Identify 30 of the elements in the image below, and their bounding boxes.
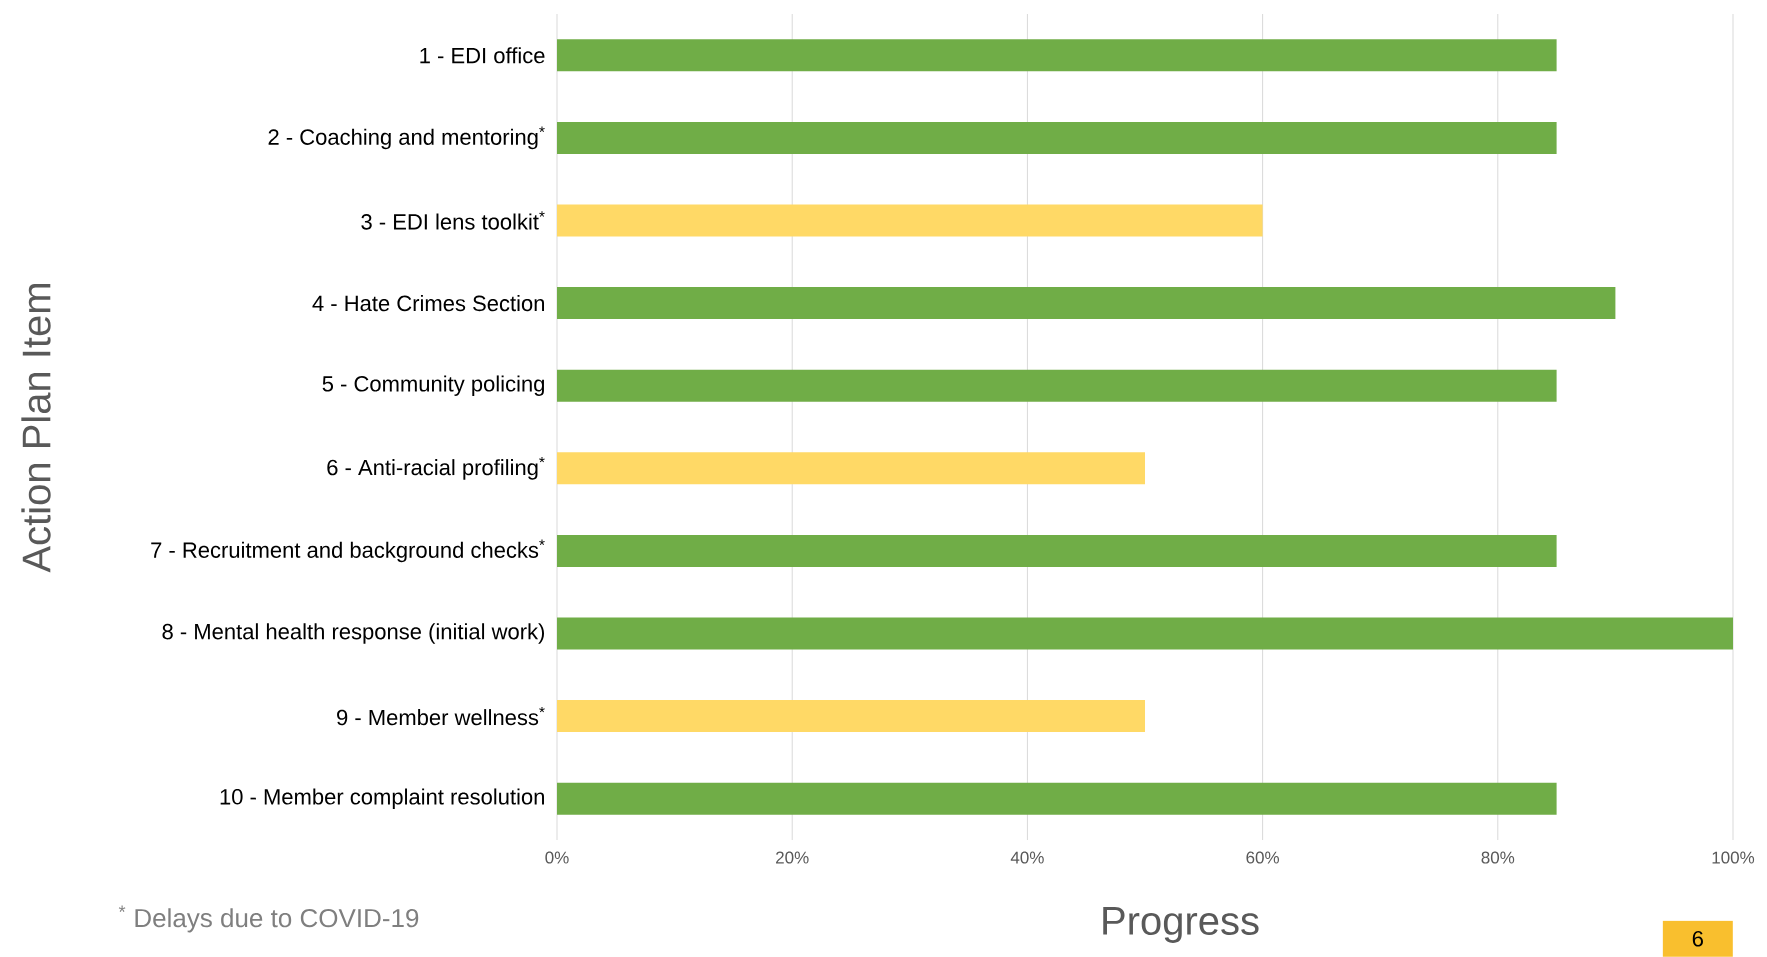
- y-tick-label: 3 - EDI lens toolkit$^{*}$: [361, 211, 545, 230]
- y-tick-label: 2 - Coaching and mentoring$^{*}$: [268, 126, 545, 150]
- bar: [557, 204, 1263, 237]
- y-tick-label: 4 - Hate Crimes Section: [312, 295, 544, 312]
- x-tick-label: 0%: [545, 851, 569, 864]
- bar: [557, 287, 1616, 320]
- bar: [557, 617, 1733, 650]
- x-axis-title: Progress: [1103, 907, 1259, 943]
- y-tick-label: 9 - Member wellness$^{*}$: [337, 706, 545, 726]
- x-tick-label: 60%: [1246, 851, 1279, 864]
- bar: [557, 782, 1557, 815]
- x-tick-label: 40%: [1010, 851, 1044, 864]
- text: 6: [1692, 930, 1703, 947]
- bar: [557, 121, 1557, 154]
- y-tick-label: 1 - EDI office: [420, 47, 545, 64]
- bar: [557, 700, 1145, 733]
- y-axis-title: Action Plan Item: [21, 284, 51, 573]
- bar: [557, 39, 1557, 72]
- y-tick-label: 6 - Anti-racial profiling$^{*}$: [327, 456, 545, 480]
- x-tick-label: 80%: [1481, 851, 1515, 864]
- y-tick-label: 8 - Mental health response (initial work): [162, 623, 545, 644]
- y-tick-label: 7 - Recruitment and background checks$^{*}$: [151, 539, 545, 563]
- x-tick-label: 100%: [1712, 851, 1755, 864]
- x-tick-label: 20%: [776, 851, 809, 864]
- y-tick-label: 10 - Member complaint resolution: [220, 788, 544, 809]
- y-tick-label: 5 - Community policing: [322, 375, 545, 396]
- bar: [557, 452, 1145, 485]
- bar: [557, 534, 1557, 567]
- bar: [557, 369, 1557, 402]
- text: $^{*}$ Delays due to COVID-19: [118, 905, 419, 933]
